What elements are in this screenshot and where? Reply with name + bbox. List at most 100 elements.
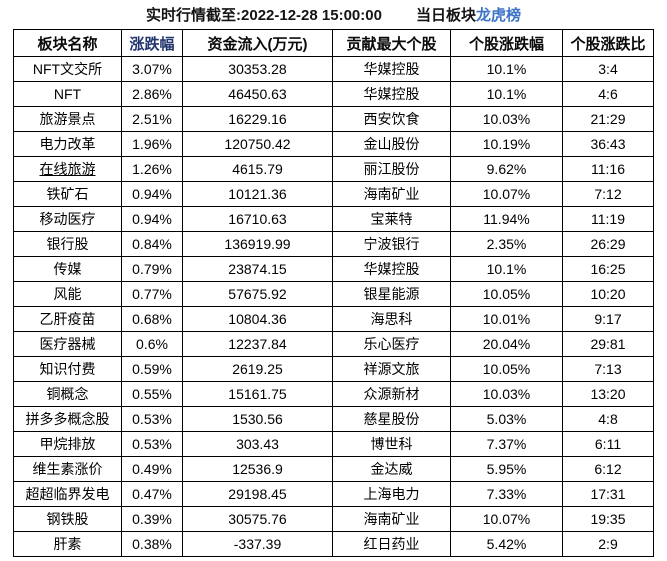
stock-name-cell[interactable]: 宁波银行 xyxy=(332,231,451,257)
inflow-cell: 15161.75 xyxy=(182,381,333,407)
stock-name-cell[interactable]: 西安饮食 xyxy=(332,106,451,132)
stock-change-cell: 10.05% xyxy=(450,281,563,307)
sector-name-cell[interactable]: NFT xyxy=(13,81,122,107)
stock-change-cell: 10.07% xyxy=(450,506,563,532)
up-down-ratio-cell: 10:20 xyxy=(562,281,654,307)
stock-change-cell: 5.95% xyxy=(450,456,563,482)
sector-name-cell[interactable]: 铜概念 xyxy=(13,381,122,407)
stock-name-cell[interactable]: 众源新材 xyxy=(332,381,451,407)
stock-name-cell[interactable]: 银星能源 xyxy=(332,281,451,307)
column-header-2: 资金流入(万元) xyxy=(182,29,333,57)
stock-name-cell[interactable]: 华媒控股 xyxy=(332,81,451,107)
table-row: 知识付费 0.59% 2619.25 祥源文旅 10.05% 7:13 xyxy=(13,356,654,382)
table-row: 电力改革 1.96% 120750.42 金山股份 10.19% 36:43 xyxy=(13,131,654,157)
inflow-cell: 120750.42 xyxy=(182,131,333,157)
stock-change-cell: 10.1% xyxy=(450,81,563,107)
sector-change-cell: 0.55% xyxy=(121,381,183,407)
sector-change-cell: 2.86% xyxy=(121,81,183,107)
dragon-tiger-board-link[interactable]: 龙虎榜 xyxy=(475,7,521,24)
sector-name-cell[interactable]: 乙肝疫苗 xyxy=(13,306,122,332)
inflow-cell: 12536.9 xyxy=(182,456,333,482)
stock-name-cell[interactable]: 华媒控股 xyxy=(332,56,451,82)
sector-name-cell[interactable]: 在线旅游 xyxy=(13,156,122,182)
stock-name-cell[interactable]: 博世科 xyxy=(332,431,451,457)
stock-name-cell[interactable]: 上海电力 xyxy=(332,481,451,507)
sector-name-cell[interactable]: 传媒 xyxy=(13,256,122,282)
sector-name-cell[interactable]: 移动医疗 xyxy=(13,206,122,232)
stock-name-cell[interactable]: 乐心医疗 xyxy=(332,331,451,357)
sector-name-cell[interactable]: 旅游景点 xyxy=(13,106,122,132)
stock-name-cell[interactable]: 慈星股份 xyxy=(332,406,451,432)
inflow-cell: 10804.36 xyxy=(182,306,333,332)
stock-name-cell[interactable]: 金山股份 xyxy=(332,131,451,157)
sector-name-cell[interactable]: 知识付费 xyxy=(13,356,122,382)
stock-name-cell[interactable]: 华媒控股 xyxy=(332,256,451,282)
up-down-ratio-cell: 4:8 xyxy=(562,406,654,432)
stock-name-cell[interactable]: 丽江股份 xyxy=(332,156,451,182)
stock-change-cell: 10.1% xyxy=(450,56,563,82)
table-row: 旅游景点 2.51% 16229.16 西安饮食 10.03% 21:29 xyxy=(13,106,654,132)
inflow-cell: 2619.25 xyxy=(182,356,333,382)
column-header-0: 板块名称 xyxy=(13,29,122,57)
sector-change-cell: 0.39% xyxy=(121,506,183,532)
up-down-ratio-cell: 9:17 xyxy=(562,306,654,332)
table-row: 在线旅游 1.26% 4615.79 丽江股份 9.62% 11:16 xyxy=(13,156,654,182)
table-row: 铁矿石 0.94% 10121.36 海南矿业 10.07% 7:12 xyxy=(13,181,654,207)
inflow-cell: 30575.76 xyxy=(182,506,333,532)
sector-change-cell: 1.26% xyxy=(121,156,183,182)
sector-name-cell[interactable]: 电力改革 xyxy=(13,131,122,157)
table-row: 风能 0.77% 57675.92 银星能源 10.05% 10:20 xyxy=(13,281,654,307)
sector-name-cell[interactable]: 超超临界发电 xyxy=(13,481,122,507)
table-body: NFT文交所 3.07% 30353.28 华媒控股 10.1% 3:4 NFT 2.86% 4… xyxy=(13,56,654,557)
table-row: 肝素 0.38% -337.39 红日药业 5.42% 2:9 xyxy=(13,531,654,557)
stock-change-cell: 5.42% xyxy=(450,531,563,557)
up-down-ratio-cell: 17:31 xyxy=(562,481,654,507)
table-row: 乙肝疫苗 0.68% 10804.36 海思科 10.01% 9:17 xyxy=(13,306,654,332)
up-down-ratio-cell: 6:12 xyxy=(562,456,654,482)
sector-name-cell[interactable]: NFT文交所 xyxy=(13,56,122,82)
sector-name-cell[interactable]: 银行股 xyxy=(13,231,122,257)
inflow-cell: 4615.79 xyxy=(182,156,333,182)
table-row: 钢铁股 0.39% 30575.76 海南矿业 10.07% 19:35 xyxy=(13,506,654,532)
sector-name-cell[interactable]: 医疗器械 xyxy=(13,331,122,357)
inflow-cell: 12237.84 xyxy=(182,331,333,357)
sector-change-cell: 0.53% xyxy=(121,431,183,457)
sector-name-cell[interactable]: 拼多多概念股 xyxy=(13,406,122,432)
sector-name-cell[interactable]: 风能 xyxy=(13,281,122,307)
sector-change-cell: 0.6% xyxy=(121,331,183,357)
stock-name-cell[interactable]: 宝莱特 xyxy=(332,206,451,232)
inflow-cell: 16229.16 xyxy=(182,106,333,132)
stock-name-cell[interactable]: 祥源文旅 xyxy=(332,356,451,382)
sector-name-cell[interactable]: 铁矿石 xyxy=(13,181,122,207)
sector-name-cell[interactable]: 维生素涨价 xyxy=(13,456,122,482)
sector-name-cell[interactable]: 肝素 xyxy=(13,531,122,557)
inflow-cell: 30353.28 xyxy=(182,56,333,82)
stock-change-cell: 10.03% xyxy=(450,381,563,407)
up-down-ratio-cell: 4:6 xyxy=(562,81,654,107)
up-down-ratio-cell: 11:16 xyxy=(562,156,654,182)
up-down-ratio-cell: 7:12 xyxy=(562,181,654,207)
stock-name-cell[interactable]: 海南矿业 xyxy=(332,181,451,207)
stock-change-cell: 20.04% xyxy=(450,331,563,357)
up-down-ratio-cell: 21:29 xyxy=(562,106,654,132)
stock-name-cell[interactable]: 海思科 xyxy=(332,306,451,332)
table-row: 移动医疗 0.94% 16710.63 宝莱特 11.94% 11:19 xyxy=(13,206,654,232)
board-label: 当日板块 xyxy=(415,7,476,24)
inflow-cell: 10121.36 xyxy=(182,181,333,207)
stock-change-cell: 10.05% xyxy=(450,356,563,382)
sector-change-cell: 0.94% xyxy=(121,181,183,207)
sector-change-cell: 0.49% xyxy=(121,456,183,482)
table-row: 维生素涨价 0.49% 12536.9 金达威 5.95% 6:12 xyxy=(13,456,654,482)
stock-name-cell[interactable]: 红日药业 xyxy=(332,531,451,557)
stock-change-cell: 2.35% xyxy=(450,231,563,257)
stock-name-cell[interactable]: 金达威 xyxy=(332,456,451,482)
stock-change-cell: 5.03% xyxy=(450,406,563,432)
stock-name-cell[interactable]: 海南矿业 xyxy=(332,506,451,532)
inflow-cell: 29198.45 xyxy=(182,481,333,507)
up-down-ratio-cell: 19:35 xyxy=(562,506,654,532)
sector-change-cell: 2.51% xyxy=(121,106,183,132)
up-down-ratio-cell: 6:11 xyxy=(562,431,654,457)
up-down-ratio-cell: 2:9 xyxy=(562,531,654,557)
sector-name-cell[interactable]: 钢铁股 xyxy=(13,506,122,532)
sector-name-cell[interactable]: 甲烷排放 xyxy=(13,431,122,457)
